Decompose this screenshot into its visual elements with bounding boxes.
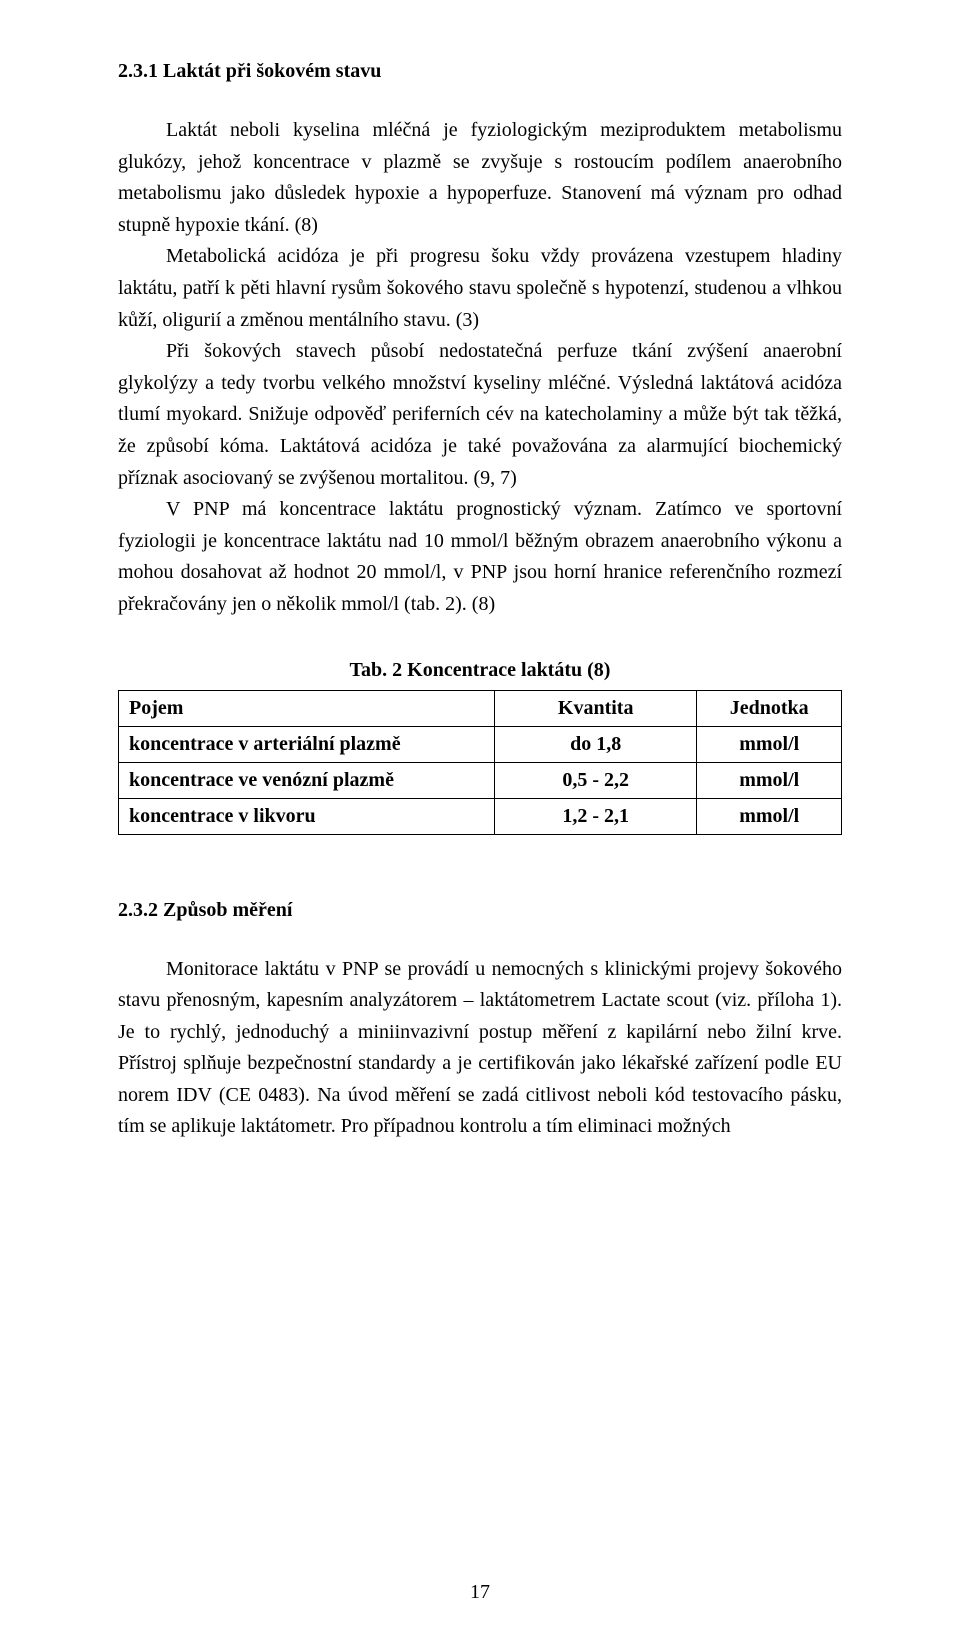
- paragraph: Metabolická acidóza je při progresu šoku…: [118, 241, 842, 336]
- section-heading-2: 2.3.2 Způsob měření: [118, 899, 842, 922]
- table-cell: 1,2 - 2,1: [494, 798, 696, 834]
- table-header-row: Pojem Kvantita Jednotka: [119, 690, 842, 726]
- table-row: koncentrace v likvoru 1,2 - 2,1 mmol/l: [119, 798, 842, 834]
- paragraph: Laktát neboli kyselina mléčná je fyziolo…: [118, 115, 842, 241]
- section-1-body: Laktát neboli kyselina mléčná je fyziolo…: [118, 115, 842, 621]
- table-row: koncentrace v arteriální plazmě do 1,8 m…: [119, 726, 842, 762]
- section-heading-1: 2.3.1 Laktát při šokovém stavu: [118, 60, 842, 83]
- paragraph: Při šokových stavech působí nedostatečná…: [118, 336, 842, 494]
- table-cell: mmol/l: [697, 762, 842, 798]
- page-number: 17: [0, 1581, 960, 1604]
- table-header-pojem: Pojem: [119, 690, 495, 726]
- table-cell: koncentrace v arteriální plazmě: [119, 726, 495, 762]
- table-cell: mmol/l: [697, 798, 842, 834]
- table-caption: Tab. 2 Koncentrace laktátu (8): [118, 659, 842, 682]
- lactate-table: Pojem Kvantita Jednotka koncentrace v ar…: [118, 690, 842, 835]
- table-cell: 0,5 - 2,2: [494, 762, 696, 798]
- table-cell: do 1,8: [494, 726, 696, 762]
- table-header-jednotka: Jednotka: [697, 690, 842, 726]
- table-row: koncentrace ve venózní plazmě 0,5 - 2,2 …: [119, 762, 842, 798]
- paragraph: Monitorace laktátu v PNP se provádí u ne…: [118, 954, 842, 1144]
- table-cell: koncentrace v likvoru: [119, 798, 495, 834]
- paragraph: V PNP má koncentrace laktátu prognostick…: [118, 494, 842, 620]
- table-cell: koncentrace ve venózní plazmě: [119, 762, 495, 798]
- table-header-kvantita: Kvantita: [494, 690, 696, 726]
- table-cell: mmol/l: [697, 726, 842, 762]
